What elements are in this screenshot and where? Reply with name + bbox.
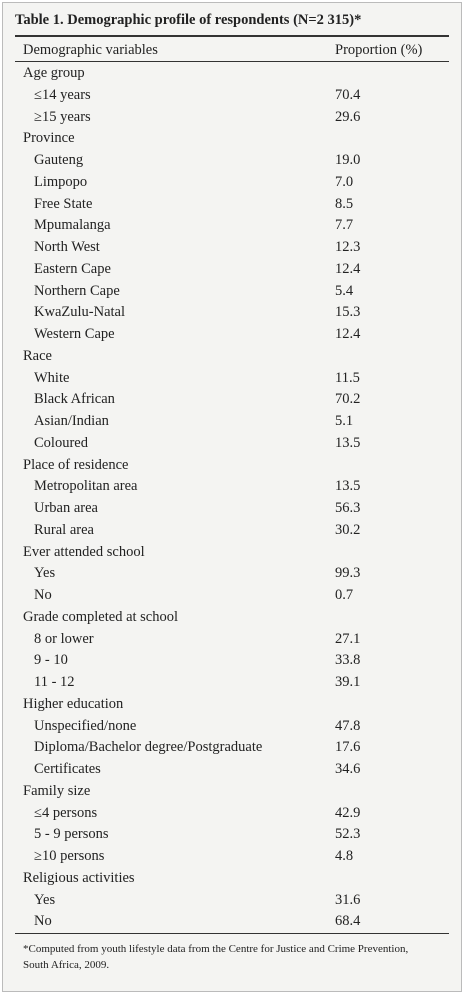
row-value: 12.3 xyxy=(335,239,361,255)
row-label: North West xyxy=(34,239,100,255)
header-rule xyxy=(15,61,449,62)
row-value: 11.5 xyxy=(335,369,360,386)
group-label: Place of residence xyxy=(23,456,129,473)
row-label: 11 - 12 xyxy=(34,674,75,690)
row-value: 70.4 xyxy=(335,86,361,103)
row-label: 9 - 10 xyxy=(34,652,68,669)
row-value: 70.2 xyxy=(335,391,361,408)
row-label: Yes xyxy=(34,565,56,582)
row-label: ≥15 years xyxy=(34,108,91,125)
row-value: 29.6 xyxy=(335,108,361,125)
row-value: 56.3 xyxy=(335,500,361,516)
row-value: 13.5 xyxy=(335,478,361,495)
row-value: 7.0 xyxy=(335,173,354,190)
column-header: Demographic variables xyxy=(23,42,158,58)
row-label: Black African xyxy=(34,391,115,408)
top-rule xyxy=(15,35,449,37)
row-value: 99.3 xyxy=(335,565,361,582)
row-label: Rural area xyxy=(34,521,94,538)
row-label: 8 or lower xyxy=(34,630,94,647)
group-label: Province xyxy=(23,130,75,147)
row-value: 31.6 xyxy=(335,891,361,908)
row-value: 4.8 xyxy=(335,848,354,864)
group-label: Higher education xyxy=(23,695,124,712)
row-label: KwaZulu-Natal xyxy=(34,304,125,321)
row-value: 7.7 xyxy=(335,217,354,234)
row-value: 0.7 xyxy=(335,587,354,603)
row-label: ≤14 years xyxy=(34,86,91,103)
row-value: 12.4 xyxy=(335,260,361,277)
row-value: 68.4 xyxy=(335,913,361,930)
group-label: Race xyxy=(23,347,52,364)
row-label: No xyxy=(34,587,52,603)
row-value: 12.4 xyxy=(335,326,361,342)
row-value: 34.6 xyxy=(335,761,361,777)
row-value: 39.1 xyxy=(335,674,361,690)
row-label: Western Cape xyxy=(34,326,115,342)
row-label: 5 - 9 persons xyxy=(34,826,109,843)
bottom-rule xyxy=(15,933,449,934)
row-value: 15.3 xyxy=(335,304,361,321)
row-value: 5.4 xyxy=(335,282,354,299)
group-label: Grade completed at school xyxy=(23,608,179,625)
row-label: Urban area xyxy=(34,500,98,516)
row-label: White xyxy=(34,369,70,386)
row-value: 42.9 xyxy=(335,804,361,821)
row-value: 5.1 xyxy=(335,413,354,429)
table-title: Table 1. Demographic profile of responde… xyxy=(15,12,362,28)
group-label: Religious activities xyxy=(23,869,135,886)
row-value: 47.8 xyxy=(335,717,361,734)
row-label: Diploma/Bachelor degree/Postgraduate xyxy=(34,739,263,756)
row-label: Unspecified/none xyxy=(34,717,137,734)
row-value: 27.1 xyxy=(335,630,361,647)
row-label: Eastern Cape xyxy=(34,260,111,277)
column-header: Proportion (%) xyxy=(335,42,423,58)
row-label: Certificates xyxy=(34,761,101,777)
row-label: Mpumalanga xyxy=(34,217,111,234)
row-label: ≥10 persons xyxy=(34,848,105,864)
row-label: Limpopo xyxy=(34,173,88,190)
group-label: Ever attended school xyxy=(23,543,145,560)
row-value: 17.6 xyxy=(335,739,361,756)
footnote: *Computed from youth lifestyle data from… xyxy=(23,943,409,971)
row-label: No xyxy=(34,913,52,930)
row-label: Gauteng xyxy=(34,152,84,168)
row-label: Coloured xyxy=(34,434,88,451)
row-value: 19.0 xyxy=(335,152,361,168)
row-label: Free State xyxy=(34,195,93,212)
row-value: 13.5 xyxy=(335,434,361,451)
row-label: Asian/Indian xyxy=(34,413,109,429)
row-label: ≤4 persons xyxy=(34,804,98,821)
group-label: Family size xyxy=(23,782,91,799)
group-label: Age group xyxy=(23,65,85,81)
row-label: Metropolitan area xyxy=(34,478,138,495)
row-value: 30.2 xyxy=(335,521,361,538)
row-value: 52.3 xyxy=(335,826,361,843)
row-value: 8.5 xyxy=(335,195,354,212)
row-label: Northern Cape xyxy=(34,282,120,299)
row-label: Yes xyxy=(34,891,56,908)
row-value: 33.8 xyxy=(335,652,361,669)
